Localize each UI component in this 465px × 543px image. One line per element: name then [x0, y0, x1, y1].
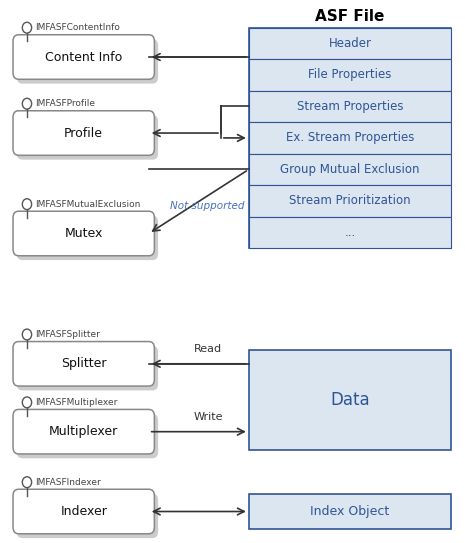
Bar — [249, 185, 451, 217]
Text: Header: Header — [328, 37, 372, 50]
Text: Write: Write — [193, 412, 223, 422]
Text: Content Info: Content Info — [45, 50, 122, 64]
Text: Data: Data — [330, 391, 370, 409]
Bar — [249, 28, 451, 248]
FancyBboxPatch shape — [17, 346, 158, 390]
Text: IMFASFMutualExclusion: IMFASFMutualExclusion — [35, 200, 141, 209]
Circle shape — [22, 329, 32, 340]
FancyBboxPatch shape — [13, 35, 154, 79]
Text: IMFASFIndexer: IMFASFIndexer — [35, 478, 101, 487]
Bar — [249, 91, 451, 122]
Text: ASF File: ASF File — [315, 9, 385, 24]
Text: Stream Properties: Stream Properties — [297, 100, 403, 113]
Text: Profile: Profile — [64, 127, 103, 140]
Text: IMFASFSplitter: IMFASFSplitter — [35, 330, 100, 339]
Bar — [249, 28, 451, 59]
Text: Indexer: Indexer — [60, 505, 107, 518]
Text: Read: Read — [194, 344, 222, 354]
FancyBboxPatch shape — [17, 39, 158, 84]
Text: IMFASFProfile: IMFASFProfile — [35, 99, 95, 108]
Circle shape — [22, 98, 32, 109]
FancyBboxPatch shape — [17, 494, 158, 538]
FancyBboxPatch shape — [13, 342, 154, 386]
Bar — [249, 217, 451, 248]
FancyBboxPatch shape — [13, 111, 154, 155]
Text: Group Mutual Exclusion: Group Mutual Exclusion — [280, 163, 419, 176]
Bar — [249, 494, 451, 529]
FancyBboxPatch shape — [17, 115, 158, 160]
Text: ...: ... — [344, 226, 356, 239]
Circle shape — [22, 22, 32, 33]
Text: Stream Prioritization: Stream Prioritization — [289, 194, 411, 207]
Text: Not supported: Not supported — [170, 201, 244, 211]
Bar — [249, 59, 451, 91]
Circle shape — [22, 199, 32, 210]
FancyBboxPatch shape — [17, 414, 158, 458]
Text: File Properties: File Properties — [308, 68, 392, 81]
Bar — [249, 154, 451, 185]
Text: IMFASFContentInfo: IMFASFContentInfo — [35, 23, 120, 32]
Bar — [249, 350, 451, 451]
Circle shape — [22, 397, 32, 408]
Text: IMFASFMultiplexer: IMFASFMultiplexer — [35, 398, 118, 407]
Text: Ex. Stream Properties: Ex. Stream Properties — [286, 131, 414, 144]
Text: Splitter: Splitter — [61, 357, 106, 370]
Circle shape — [22, 477, 32, 488]
Text: Index Object: Index Object — [310, 505, 390, 518]
FancyBboxPatch shape — [13, 211, 154, 256]
FancyBboxPatch shape — [13, 409, 154, 454]
Text: Mutex: Mutex — [65, 227, 103, 240]
FancyBboxPatch shape — [17, 216, 158, 260]
Bar — [249, 122, 451, 154]
FancyBboxPatch shape — [13, 489, 154, 534]
Text: Multiplexer: Multiplexer — [49, 425, 118, 438]
